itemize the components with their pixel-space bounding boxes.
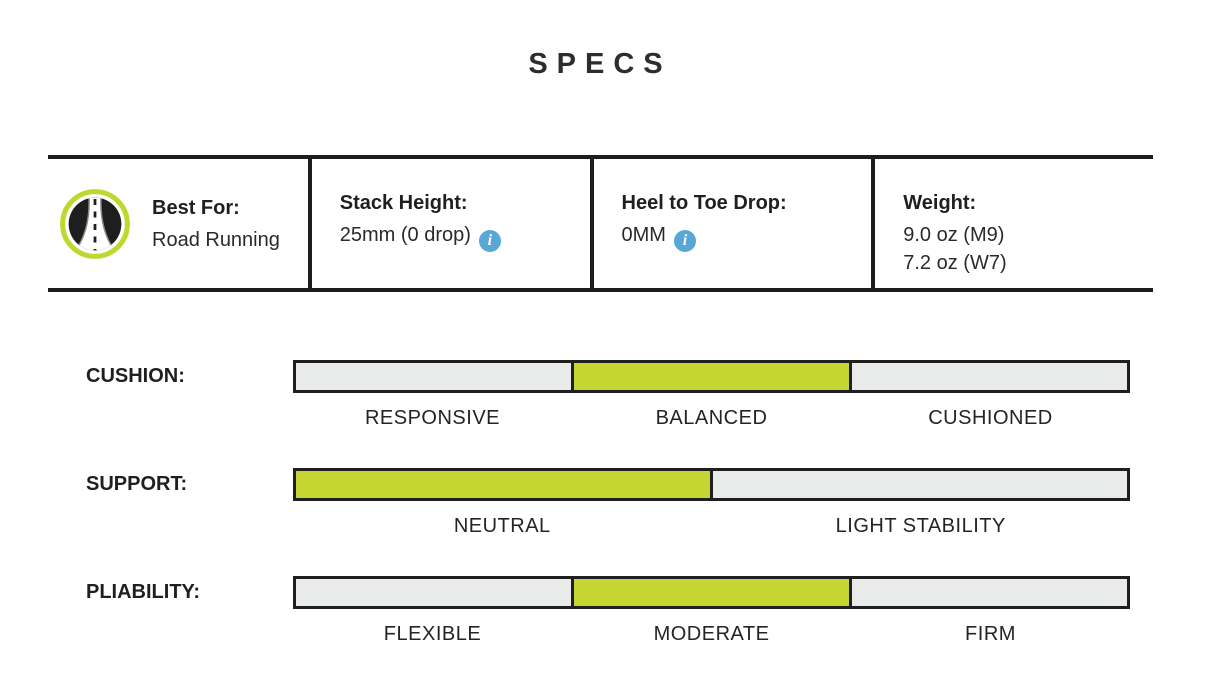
- support-bar: [293, 468, 1130, 501]
- seg-label-balanced: BALANCED: [655, 407, 768, 429]
- info-icon-glyph: i: [682, 232, 688, 249]
- page-title: SPECS: [528, 48, 672, 80]
- spec-value: 7.2 oz (W7): [903, 252, 1007, 274]
- spec-value-text: 0MM: [621, 224, 666, 246]
- attr-name-pliability: PLIABILITY:: [86, 581, 201, 603]
- spec-cell-best-for: Best For: Road Running: [48, 159, 308, 288]
- seg-label-responsive: RESPONSIVE: [364, 407, 501, 429]
- seg-label-firm: FIRM: [965, 623, 1016, 645]
- spec-cell-stack-height: Stack Height: 25mm (0 drop) i: [307, 159, 590, 288]
- cushion-seg-responsive: [296, 363, 571, 390]
- road-icon: [58, 187, 132, 261]
- spec-value-text: 25mm (0 drop): [339, 224, 471, 246]
- attr-name-cushion: CUSHION:: [86, 365, 185, 387]
- spec-value: 25mm (0 drop) i: [340, 221, 501, 252]
- spec-label: Weight:: [903, 192, 977, 214]
- info-icon-glyph: i: [487, 232, 493, 249]
- pliability-bar: [293, 576, 1130, 609]
- spec-table: Best For: Road Running Stack Height: 25m…: [48, 155, 1153, 292]
- support-seg-light-stability: [710, 471, 1127, 498]
- spec-cell-weight: Weight: 9.0 oz (M9) 7.2 oz (W7): [871, 159, 1153, 288]
- info-icon[interactable]: i: [478, 230, 501, 252]
- pliability-seg-flexible: [296, 579, 571, 606]
- pliability-seg-firm: [849, 579, 1127, 606]
- attr-name-support: SUPPORT:: [86, 473, 188, 495]
- spec-label: Stack Height:: [339, 192, 468, 214]
- cushion-seg-cushioned: [849, 363, 1127, 390]
- spec-value: 0MM i: [622, 221, 787, 252]
- support-seg-neutral: [296, 471, 710, 498]
- spec-value: Road Running: [152, 228, 280, 251]
- spec-cell-heel-toe-drop: Heel to Toe Drop: 0MM i: [589, 159, 872, 288]
- seg-label-light-stability: LIGHT STABILITY: [835, 515, 1006, 537]
- spec-label: Heel to Toe Drop:: [621, 192, 787, 214]
- cushion-seg-balanced: [571, 363, 849, 390]
- seg-label-cushioned: CUSHIONED: [928, 407, 1053, 429]
- cushion-bar-labels: RESPONSIVE BALANCED CUSHIONED: [293, 407, 1130, 430]
- seg-label-neutral: NEUTRAL: [453, 515, 551, 537]
- support-bar-labels: NEUTRAL LIGHT STABILITY: [293, 515, 1130, 538]
- pliability-bar-labels: FLEXIBLE MODERATE FIRM: [293, 623, 1130, 646]
- seg-label-moderate: MODERATE: [653, 623, 770, 645]
- pliability-seg-moderate: [571, 579, 849, 606]
- info-icon[interactable]: i: [673, 230, 696, 252]
- spec-value: 9.0 oz (M9): [903, 224, 1005, 246]
- cushion-bar: [293, 360, 1130, 393]
- seg-label-flexible: FLEXIBLE: [383, 623, 482, 645]
- spec-label: Best For:: [152, 196, 240, 219]
